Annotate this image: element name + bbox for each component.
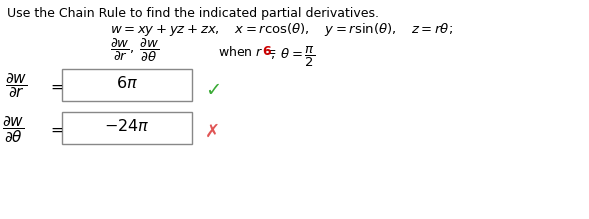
Text: $\mathbf{6}$: $\mathbf{6}$ [262,45,272,58]
Text: when $r\,=\,$: when $r\,=\,$ [218,45,277,59]
Text: $6\pi$: $6\pi$ [116,75,138,91]
Text: $-24\pi$: $-24\pi$ [104,118,150,134]
Text: $,\;\theta = \dfrac{\pi}{2}$: $,\;\theta = \dfrac{\pi}{2}$ [270,45,315,69]
Text: Use the Chain Rule to find the indicated partial derivatives.: Use the Chain Rule to find the indicated… [7,7,379,20]
Text: $\dfrac{\partial w}{\partial r}$: $\dfrac{\partial w}{\partial r}$ [5,71,27,100]
Text: $=$: $=$ [48,122,64,137]
Text: ✓: ✓ [205,81,221,100]
Text: ✗: ✗ [205,123,220,141]
Bar [62,69,192,101]
Text: $\dfrac{\partial w}{\partial r},\;\dfrac{\partial w}{\partial \theta}$: $\dfrac{\partial w}{\partial r},\;\dfrac… [110,37,160,64]
Text: $\dfrac{\partial w}{\partial \theta}$: $\dfrac{\partial w}{\partial \theta}$ [2,114,24,145]
Text: $=$: $=$ [48,79,64,94]
Text: $w = xy + yz + zx,\quad x = r\cos(\theta),\quad y = r\sin(\theta),\quad z = r\th: $w = xy + yz + zx,\quad x = r\cos(\theta… [110,21,453,38]
Bar [62,112,192,144]
